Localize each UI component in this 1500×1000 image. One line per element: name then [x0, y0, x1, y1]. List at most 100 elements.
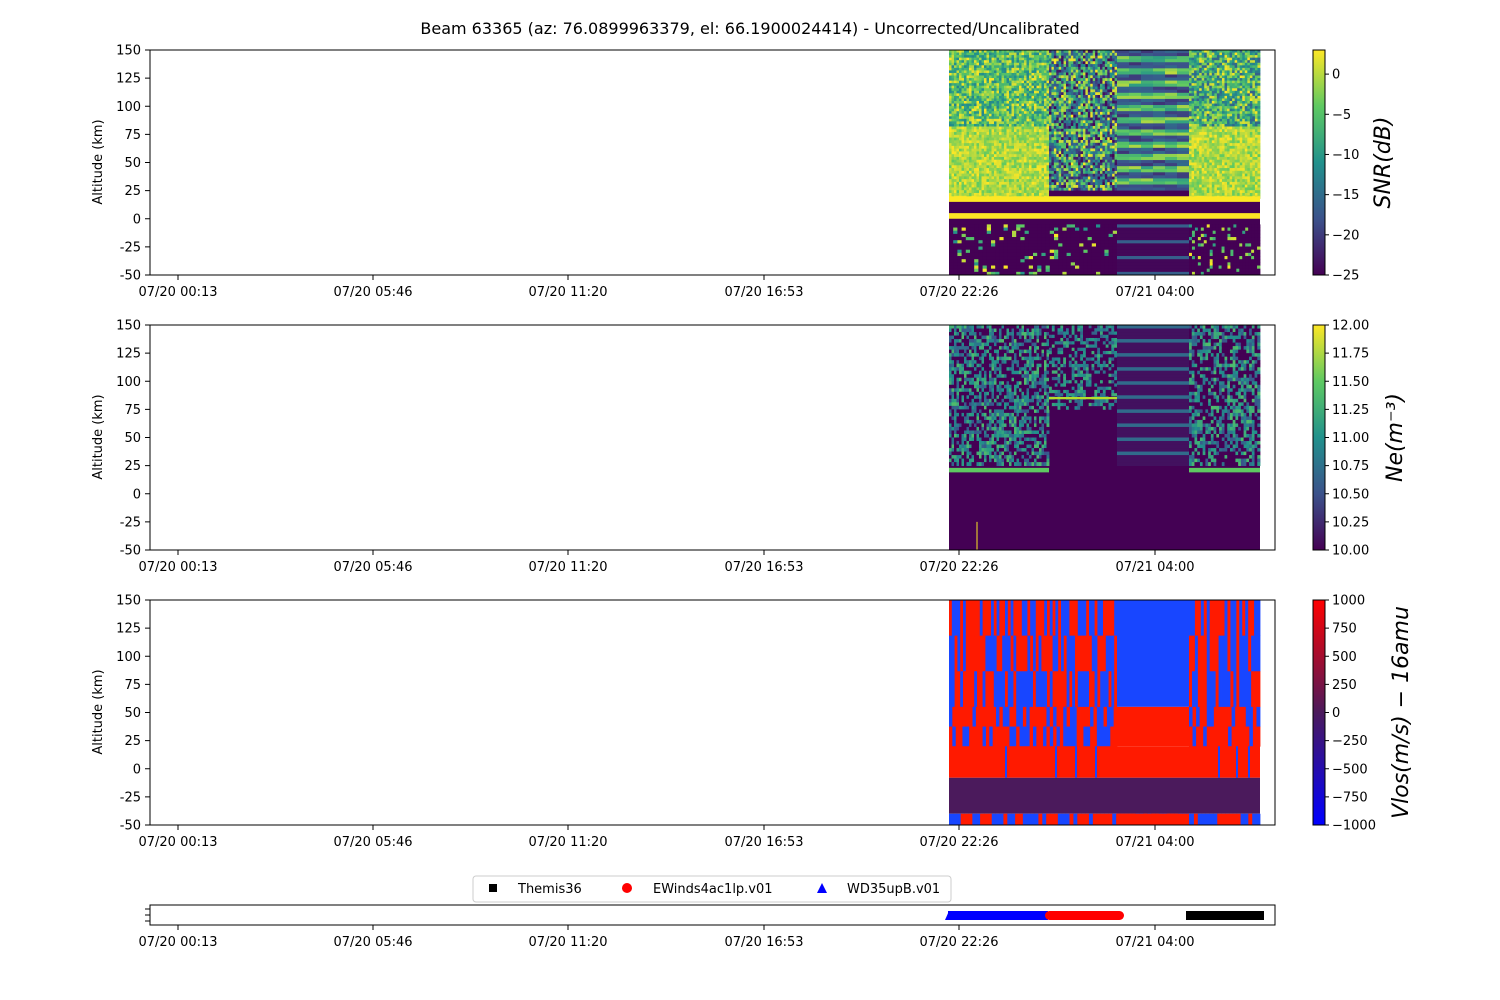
heatmap-cell	[1189, 132, 1192, 136]
heatmap-cell	[1237, 118, 1241, 122]
heatmap-cell	[989, 123, 992, 127]
heatmap-cell	[1006, 90, 1010, 94]
heatmap-cell	[1237, 55, 1241, 59]
heatmap-cell	[1229, 98, 1233, 102]
heatmap-cell	[1024, 154, 1027, 158]
heatmap-cell	[1049, 61, 1052, 65]
heatmap-cell	[1031, 123, 1035, 127]
heatmap-cell	[976, 70, 980, 74]
heatmap-cell	[1194, 103, 1198, 107]
heatmap-cell	[954, 187, 957, 191]
heatmap-cell	[1070, 140, 1074, 144]
heatmap-cell	[1011, 184, 1015, 188]
heatmap-cell	[1117, 138, 1130, 143]
heatmap-cell	[1107, 89, 1111, 93]
heatmap-cell	[1141, 181, 1154, 185]
heatmap-cell	[1019, 72, 1022, 76]
heatmap-cell	[1216, 88, 1220, 92]
heatmap-cell	[969, 60, 972, 64]
heatmap-cell	[974, 162, 977, 166]
heatmap-cell	[1021, 101, 1025, 104]
heatmap-cell	[1191, 137, 1195, 141]
heatmap-cell	[1066, 170, 1069, 175]
heatmap-cell	[1066, 179, 1069, 183]
heatmap-cell	[1056, 156, 1060, 161]
heatmap-cell	[1078, 106, 1081, 110]
heatmap-cell	[1049, 106, 1052, 110]
heatmap-cell	[1090, 66, 1094, 71]
heatmap-cell	[984, 93, 987, 97]
heatmap-cell	[979, 143, 982, 147]
heatmap-cell	[1016, 70, 1020, 74]
heatmap-cell	[1196, 184, 1200, 188]
heatmap-cell	[981, 170, 985, 174]
heatmap-cell	[1189, 93, 1192, 97]
heatmap-cell	[1141, 98, 1154, 103]
heatmap-cell	[1257, 70, 1261, 74]
heatmap-cell	[959, 129, 962, 133]
heatmap-cell	[1053, 103, 1057, 107]
heatmap-cell	[1141, 101, 1154, 106]
heatmap-cell	[969, 184, 972, 188]
heatmap-cell	[1061, 89, 1064, 93]
heatmap-cell	[1034, 151, 1037, 155]
heatmap-cell	[1090, 140, 1094, 144]
heatmap-cell	[1058, 55, 1062, 59]
heatmap-cell	[1100, 58, 1103, 62]
heatmap-cell	[1141, 187, 1154, 192]
heatmap-cell	[1219, 103, 1223, 107]
heatmap-cell	[1031, 50, 1035, 53]
heatmap-cell	[1114, 137, 1118, 141]
heatmap-cell	[1216, 65, 1220, 69]
heatmap-cell	[1219, 123, 1223, 127]
heatmap-cell	[994, 184, 997, 188]
heatmap-cell	[1201, 62, 1205, 66]
heatmap-cell	[981, 95, 985, 99]
heatmap-cell	[1249, 75, 1253, 79]
heatmap-cell	[989, 129, 992, 133]
heatmap-cell	[1075, 117, 1079, 121]
heatmap-cell	[949, 176, 952, 180]
heatmap-cell	[1239, 75, 1243, 79]
heatmap-cell	[1073, 165, 1077, 169]
heatmap-cell	[1063, 75, 1067, 79]
heatmap-cell	[959, 148, 962, 152]
heatmap-cell	[1087, 55, 1091, 59]
heatmap-cell	[1087, 114, 1091, 118]
heatmap-cell	[976, 118, 980, 122]
heatmap-cell	[1102, 78, 1106, 82]
heatmap-cell	[994, 98, 997, 102]
heatmap-cell	[1092, 148, 1096, 152]
heatmap-cell	[976, 145, 980, 150]
heatmap-cell	[1104, 120, 1108, 124]
heatmap-cell	[1024, 187, 1027, 191]
heatmap-cell	[1221, 67, 1225, 71]
heatmap-cell	[1009, 145, 1012, 150]
heatmap-cell	[1211, 137, 1215, 141]
heatmap-cell	[1080, 80, 1084, 85]
heatmap-cell	[1254, 80, 1258, 84]
heatmap-cell	[1107, 140, 1111, 144]
heatmap-cell	[1196, 93, 1200, 97]
heatmap-cell	[956, 80, 960, 84]
heatmap-cell	[949, 57, 952, 61]
heatmap-cell	[1219, 90, 1223, 94]
heatmap-cell	[1102, 134, 1106, 138]
heatmap-cell	[1247, 98, 1251, 102]
heatmap-cell	[1109, 162, 1113, 166]
heatmap-cell	[1191, 88, 1195, 92]
heatmap-cell	[949, 95, 952, 99]
heatmap-cell	[1024, 129, 1027, 133]
heatmap-cell	[1004, 108, 1007, 112]
heatmap-cell	[981, 72, 985, 76]
heatmap-cell	[1206, 88, 1210, 92]
heatmap-cell	[1112, 154, 1115, 158]
heatmap-cell	[1051, 187, 1055, 192]
heatmap-cell	[959, 57, 962, 61]
heatmap-cell	[1114, 176, 1118, 180]
heatmap-cell	[1068, 114, 1072, 118]
heatmap-cell	[1153, 132, 1166, 136]
heatmap-cell	[996, 134, 1000, 138]
heatmap-cell	[1024, 165, 1027, 169]
heatmap-cell	[1051, 97, 1055, 102]
